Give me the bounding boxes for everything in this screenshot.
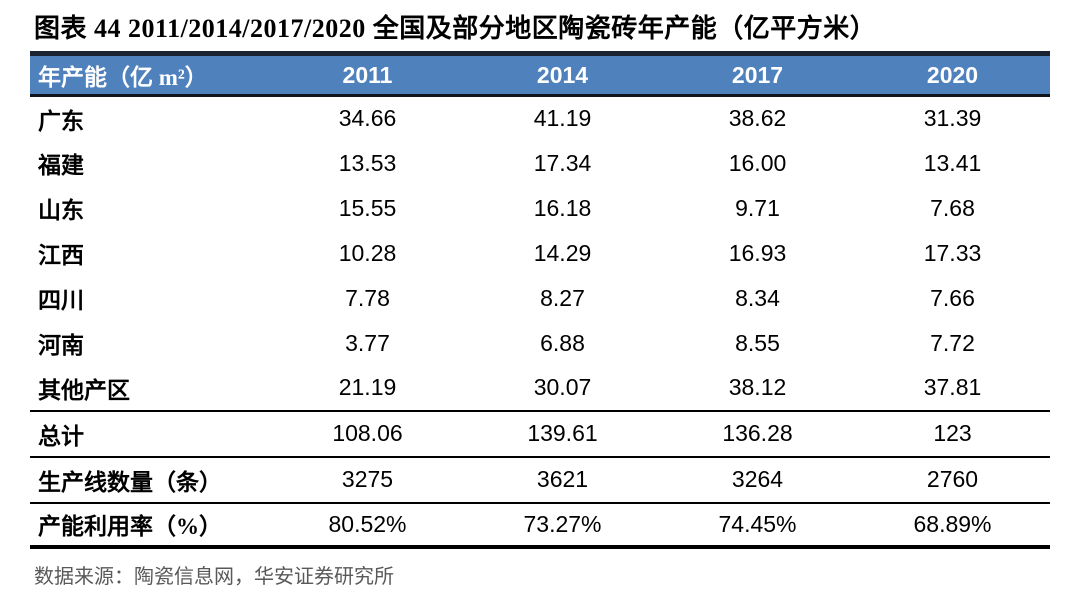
value-cell: 6.88 xyxy=(540,329,585,356)
region-label: 福建 xyxy=(38,153,84,178)
region-label: 江西 xyxy=(38,243,84,268)
value-cell: 3275 xyxy=(270,455,465,503)
value-cell: 68.89% xyxy=(855,501,1050,547)
value-cell: 80.52% xyxy=(270,501,465,547)
value-cell: 34.66 xyxy=(338,105,397,132)
header-cell-2014: 2014 xyxy=(465,53,660,97)
header-cell-2011: 2011 xyxy=(270,53,465,97)
summary-label: 产能利用率（%） xyxy=(30,501,270,547)
header-cell-metric: 年产能（亿 m²） xyxy=(30,53,270,97)
value-cell: 108.06 xyxy=(270,409,465,457)
value-cell: 31.39 xyxy=(923,105,982,132)
header-row: 年产能（亿 m²） 2011 2014 2017 2020 xyxy=(30,53,1050,97)
table-header: 年产能（亿 m²） 2011 2014 2017 2020 xyxy=(30,53,1050,97)
value-cell: 136.28 xyxy=(660,409,855,457)
value-cell: 123 xyxy=(855,409,1050,457)
value-cell: 17.33 xyxy=(923,239,982,266)
region-label: 四川 xyxy=(38,288,84,313)
summary-label: 生产线数量（条） xyxy=(30,455,270,503)
value-cell: 7.66 xyxy=(930,284,975,311)
figure-title: 图表 44 2011/2014/2017/2020 全国及部分地区陶瓷砖年产能（… xyxy=(34,14,877,43)
value-cell: 7.78 xyxy=(345,284,390,311)
value-cell: 14.29 xyxy=(533,239,592,266)
value-cell: 38.62 xyxy=(728,105,787,132)
value-cell: 17.34 xyxy=(533,149,592,176)
header-cell-2020: 2020 xyxy=(855,53,1050,97)
table-row-guangdong: 广东 34.66 41.19 38.62 31.39 xyxy=(30,96,1050,141)
value-cell: 3621 xyxy=(465,455,660,503)
value-cell: 15.55 xyxy=(338,194,397,221)
table-row-fujian: 福建 13.53 17.34 16.00 13.41 xyxy=(30,141,1050,186)
value-cell: 13.53 xyxy=(338,149,397,176)
header-cell-2017: 2017 xyxy=(660,53,855,97)
value-cell: 8.55 xyxy=(735,329,780,356)
value-cell: 8.27 xyxy=(540,284,585,311)
summary-label: 总计 xyxy=(30,409,270,457)
value-cell: 2760 xyxy=(855,455,1050,503)
region-label: 广东 xyxy=(38,108,84,134)
region-label: 山东 xyxy=(38,198,84,223)
value-cell: 16.18 xyxy=(533,194,592,221)
capacity-table: 年产能（亿 m²） 2011 2014 2017 2020 广东 34.66 4… xyxy=(30,51,1050,549)
value-cell: 9.71 xyxy=(735,194,780,221)
value-cell: 8.34 xyxy=(735,284,780,311)
value-cell: 13.41 xyxy=(923,149,982,176)
value-cell: 37.81 xyxy=(923,374,982,400)
table-row-utilization-rate: 产能利用率（%） 80.52% 73.27% 74.45% 68.89% xyxy=(30,501,1050,547)
data-source-note: 数据来源：陶瓷信息网，华安证券研究所 xyxy=(34,565,394,588)
value-cell: 30.07 xyxy=(533,374,592,400)
value-cell: 139.61 xyxy=(465,409,660,457)
table-row-production-lines: 生产线数量（条） 3275 3621 3264 2760 xyxy=(30,455,1050,503)
report-figure-page: 图表 44 2011/2014/2017/2020 全国及部分地区陶瓷砖年产能（… xyxy=(0,8,1080,592)
value-cell: 21.19 xyxy=(338,374,397,400)
value-cell: 16.00 xyxy=(728,149,787,176)
table-row-other-regions: 其他产区 21.19 30.07 38.12 37.81 xyxy=(30,366,1050,411)
value-cell: 7.72 xyxy=(930,329,975,356)
table-body: 广东 34.66 41.19 38.62 31.39 福建 13.53 17.3… xyxy=(30,96,1050,547)
region-label: 其他产区 xyxy=(38,377,130,403)
value-cell: 41.19 xyxy=(533,105,592,132)
value-cell: 7.68 xyxy=(930,194,975,221)
value-cell: 74.45% xyxy=(660,501,855,547)
value-cell: 16.93 xyxy=(728,239,787,266)
value-cell: 3.77 xyxy=(345,329,390,356)
table-row-jiangxi: 江西 10.28 14.29 16.93 17.33 xyxy=(30,231,1050,276)
region-label: 河南 xyxy=(38,333,84,358)
table-row-henan: 河南 3.77 6.88 8.55 7.72 xyxy=(30,321,1050,366)
value-cell: 73.27% xyxy=(465,501,660,547)
table-row-sichuan: 四川 7.78 8.27 8.34 7.66 xyxy=(30,276,1050,321)
value-cell: 10.28 xyxy=(338,239,397,266)
value-cell: 38.12 xyxy=(728,374,787,400)
value-cell: 3264 xyxy=(660,455,855,503)
table-row-shandong: 山东 15.55 16.18 9.71 7.68 xyxy=(30,186,1050,231)
table-row-total: 总计 108.06 139.61 136.28 123 xyxy=(30,409,1050,457)
